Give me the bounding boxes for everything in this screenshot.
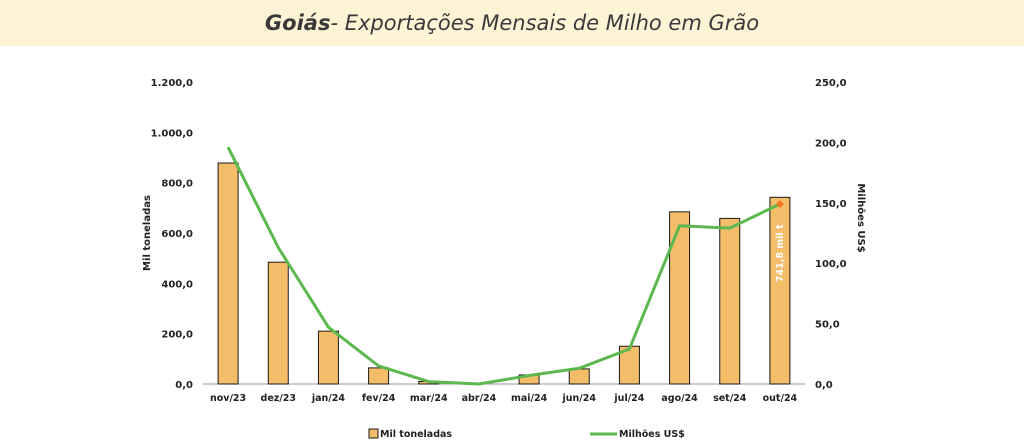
- bar-jun-24: [568, 368, 590, 385]
- x-tick-label: fev/24: [362, 393, 396, 404]
- y-right-tick-label: 50,0: [815, 320, 840, 331]
- bar-jan-24: [317, 330, 339, 385]
- line-milhoes-usd: [226, 146, 781, 386]
- y-right-tick-label: 0,0: [815, 380, 833, 391]
- y-right-tick-label: 100,0: [815, 259, 847, 270]
- y-right-axis-title: Milhões US$: [855, 183, 866, 252]
- last-point-marker: [775, 200, 784, 209]
- x-tick-label: mai/24: [511, 393, 548, 404]
- y-left-tick-label: 400,0: [161, 279, 193, 290]
- chart-title: Goiás - Exportações Mensais de Milho em …: [0, 0, 1024, 46]
- y-left-tick-label: 1.200,0: [151, 78, 193, 89]
- bar-out-24: [769, 196, 791, 385]
- x-tick-label: nov/23: [210, 393, 246, 404]
- x-tick-label: jun/24: [562, 393, 597, 404]
- bar-dez-23: [267, 261, 289, 385]
- chart-title-state: Goiás: [264, 11, 331, 35]
- y-right-tick-label: 250,0: [815, 78, 847, 89]
- chart-title-text: - Exportações Mensais de Milho em Grão: [330, 11, 760, 35]
- y-right-tick-label: 200,0: [815, 138, 847, 149]
- y-right-tick-label: 150,0: [815, 199, 847, 210]
- legend-label-bar: Mil toneladas: [380, 429, 452, 440]
- y-left-tick-label: 800,0: [161, 179, 193, 190]
- x-tick-label: set/24: [713, 393, 747, 404]
- bar-set-24: [719, 217, 741, 385]
- y-left-tick-label: 1.000,0: [151, 128, 193, 139]
- x-tick-label: dez/23: [261, 393, 296, 404]
- legend-swatch-bar: [368, 428, 379, 439]
- bar-ago-24: [669, 211, 691, 385]
- x-tick-label: abr/24: [462, 393, 497, 404]
- x-tick-label: mar/24: [410, 393, 448, 404]
- legend-label-line: Milhões US$: [619, 429, 685, 440]
- x-tick-label: jan/24: [311, 393, 346, 404]
- bar-nov-23: [217, 162, 239, 385]
- x-tick-label: out/24: [763, 393, 798, 404]
- bar-annotation: 741,8 mil t: [775, 224, 786, 282]
- y-left-tick-label: 200,0: [161, 330, 193, 341]
- bar-fev-24: [368, 367, 390, 385]
- x-tick-label: jul/24: [613, 393, 644, 404]
- y-left-axis-title: Mil toneladas: [142, 195, 153, 271]
- y-left-tick-label: 600,0: [161, 229, 193, 240]
- x-tick-label: ago/24: [661, 393, 698, 404]
- y-left-tick-label: 0,0: [175, 380, 193, 391]
